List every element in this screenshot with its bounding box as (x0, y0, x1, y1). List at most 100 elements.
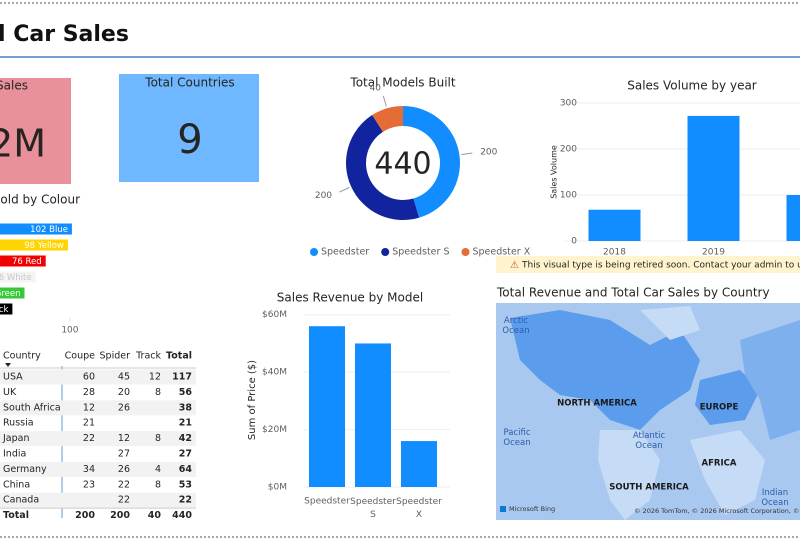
countries-card (119, 74, 259, 182)
map-label-line: Arctic (504, 316, 528, 326)
table-cell: 8 (155, 479, 161, 490)
map-label-line: Indian (762, 488, 788, 498)
bar (0, 271, 36, 283)
table-cell: 20 (118, 387, 130, 398)
chart-title: Total Revenue and Total Car Sales by Cou… (496, 286, 770, 300)
table-cell: 12 (118, 433, 130, 444)
x-tick-label: 2019 (702, 248, 725, 258)
map-label: EUROPE (700, 403, 739, 413)
x-tick-label: 100 (61, 326, 78, 336)
map-label: Indian Ocean (761, 488, 788, 508)
map-label-line: Ocean (635, 441, 662, 451)
map (496, 303, 800, 520)
y-axis-label: Sum of Price ($) (247, 360, 258, 440)
map-label-line: Ocean (502, 326, 529, 336)
map-label: AFRICA (702, 459, 737, 469)
y-tick-label: $20M (262, 425, 287, 435)
bar (588, 209, 641, 241)
table-cell: 56 (179, 387, 193, 398)
leader-line (461, 152, 473, 156)
map-land (690, 430, 765, 515)
bar (0, 255, 46, 267)
bar (0, 223, 72, 235)
y-axis-label: Sales Volume (550, 145, 559, 199)
map-label: Pacific Ocean (503, 428, 530, 448)
legend-swatch (310, 248, 318, 256)
table-cell: 12 (149, 372, 161, 383)
map-land (510, 310, 700, 430)
table-cell: 22 (83, 433, 95, 444)
warning-bar (496, 256, 800, 273)
leader-line (382, 95, 387, 107)
chart-title: Total Models Built (349, 76, 455, 90)
row-label: India (3, 449, 26, 460)
data-label-category: Black (0, 305, 8, 315)
table-cell: 21 (179, 418, 192, 429)
y-tick-label: $0M (268, 483, 287, 493)
table-cell: 28 (83, 387, 95, 398)
chart-title: Sales Volume by year (627, 79, 757, 93)
row-label: Russia (3, 418, 34, 429)
map-attribution: © 2026 TomTom, © 2026 Microsoft Corporat… (634, 507, 800, 515)
row-band (0, 400, 196, 416)
table-cell: 64 (179, 464, 193, 475)
row-band (0, 461, 196, 477)
table-cell: 26 (118, 464, 130, 475)
card-value: 9 (177, 117, 202, 163)
card-value: 2M (0, 122, 46, 166)
bar (786, 195, 800, 241)
bar (0, 303, 13, 315)
data-label: 43 Black (0, 305, 8, 315)
x-tick-label: Speedster S (350, 497, 396, 520)
table-cell: 200 (75, 510, 95, 521)
row-label: UK (3, 387, 17, 398)
table-cell: 34 (83, 464, 95, 475)
row-band (0, 431, 196, 447)
sort-arrow (5, 363, 11, 367)
data-label: 200 (480, 147, 497, 157)
legend-swatch (381, 248, 390, 256)
bar (0, 239, 68, 251)
row-label: Total (3, 510, 29, 521)
y-tick-label: 100 (560, 191, 577, 201)
warning-text: This visual type is being retired soon. … (521, 261, 800, 271)
data-label: 98 Yellow (24, 241, 64, 251)
donut-slice (372, 106, 403, 132)
map-land (640, 306, 700, 340)
data-label-value: 76 (12, 257, 23, 267)
table-cell: 27 (179, 449, 192, 460)
table-cell: 440 (172, 510, 192, 521)
table-cell: 42 (179, 433, 192, 444)
data-label: 76 Red (12, 257, 42, 267)
row-label: South Africa (3, 402, 61, 413)
donut-slice (346, 115, 420, 220)
bar (355, 343, 391, 487)
chart-title: sold by Colour (0, 193, 80, 207)
legend-label: Speedster X (472, 247, 530, 258)
table-cell: 8 (155, 387, 161, 398)
y-tick-label: 300 (560, 99, 577, 109)
row-label: China (3, 479, 30, 490)
bing-logo-mark (500, 506, 506, 512)
table-cell: 23 (83, 479, 95, 490)
map-land (695, 370, 760, 425)
x-tick-label: Speedster X (396, 497, 442, 520)
table-cell: 117 (172, 372, 192, 383)
map-label: SOUTH AMERICA (609, 483, 689, 493)
map-land (598, 430, 660, 520)
bar (0, 287, 25, 299)
row-label: Germany (3, 464, 47, 475)
column-header: Track (135, 351, 161, 362)
x-tick-label-line: S (370, 510, 376, 520)
map-label: NORTH AMERICA (557, 399, 637, 409)
table-cell: 22 (118, 495, 130, 506)
data-label: 66 White (0, 273, 32, 283)
data-label: 200 (315, 191, 332, 201)
x-tick-label: 2018 (603, 248, 626, 258)
bar (309, 326, 345, 487)
data-label: 55 Green (0, 289, 21, 299)
y-tick-label: 0 (571, 237, 577, 247)
row-label: USA (3, 372, 23, 383)
card-label: Sales (0, 79, 28, 93)
center-label: 440 (374, 147, 431, 182)
